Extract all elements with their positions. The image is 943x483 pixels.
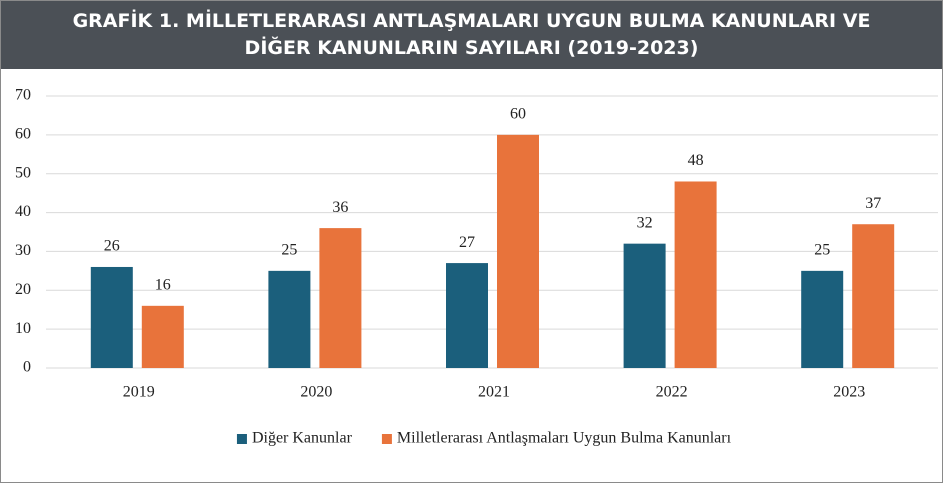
bar: [852, 224, 895, 368]
y-tick-label: 30: [15, 242, 31, 259]
data-label: 26: [104, 238, 120, 255]
bar: [623, 243, 666, 368]
y-tick-label: 40: [15, 203, 31, 220]
data-label: 60: [510, 106, 526, 123]
y-tick-label: 60: [15, 126, 31, 143]
bar: [446, 263, 488, 368]
x-tick-label: 2022: [656, 384, 688, 401]
x-tick-label: 2019: [123, 384, 155, 401]
bar: [90, 266, 133, 368]
bar: [268, 270, 311, 368]
x-tick-label: 2020: [300, 384, 332, 401]
data-label: 25: [281, 242, 297, 259]
data-label: 36: [332, 199, 348, 216]
data-label: 37: [865, 195, 881, 212]
bar: [497, 134, 539, 368]
bar: [674, 181, 717, 368]
bar: [141, 305, 184, 368]
y-tick-label: 20: [15, 281, 31, 298]
data-label: 32: [637, 214, 653, 231]
data-label: 48: [688, 152, 704, 169]
chart-title: GRAFİK 1. MİLLETLERARASI ANTLAŞMALARI UY…: [1, 1, 942, 69]
legend-label: Milletlerarası Antlaşmaları Uygun Bulma …: [397, 430, 732, 447]
legend-label: Diğer Kanunlar: [252, 430, 353, 447]
data-label: 16: [155, 277, 171, 294]
legend-swatch: [381, 434, 392, 444]
x-tick-label: 2023: [833, 384, 865, 401]
y-tick-label: 0: [23, 359, 31, 376]
y-tick-label: 70: [15, 87, 31, 104]
bar: [319, 228, 362, 368]
data-label: 25: [814, 242, 830, 259]
x-tick-label: 2021: [478, 384, 510, 401]
bar: [801, 270, 844, 368]
legend-swatch: [236, 434, 247, 444]
y-tick-label: 10: [15, 320, 31, 337]
y-tick-label: 50: [15, 164, 31, 181]
data-label: 27: [459, 234, 475, 251]
